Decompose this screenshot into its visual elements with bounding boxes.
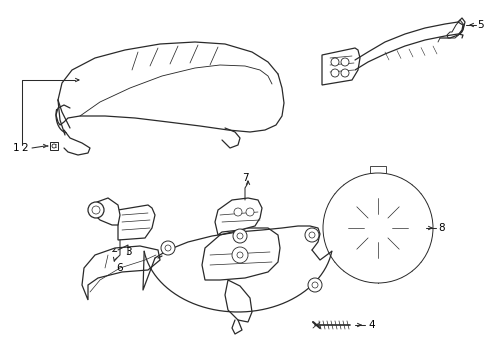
Circle shape [246,208,254,216]
Circle shape [165,245,171,251]
Polygon shape [50,142,58,150]
Text: 6: 6 [117,263,123,273]
Circle shape [237,252,243,258]
Text: 2: 2 [22,143,28,153]
Circle shape [88,202,104,218]
Polygon shape [225,280,252,322]
Polygon shape [322,48,360,85]
Circle shape [308,278,322,292]
Polygon shape [118,205,155,240]
Text: 3: 3 [124,247,131,257]
Circle shape [305,228,319,242]
Circle shape [234,208,242,216]
Circle shape [341,69,349,77]
Circle shape [92,206,100,214]
Text: 5: 5 [477,20,483,30]
Circle shape [331,58,339,66]
Polygon shape [330,180,426,276]
Circle shape [341,58,349,66]
Polygon shape [447,20,464,38]
Text: 8: 8 [439,223,445,233]
Circle shape [52,144,56,148]
Polygon shape [82,246,160,300]
Circle shape [232,247,248,263]
Circle shape [331,69,339,77]
Circle shape [237,233,243,239]
Circle shape [309,232,315,238]
Circle shape [372,222,384,234]
Circle shape [233,229,247,243]
Text: 4: 4 [368,320,375,330]
Circle shape [161,241,175,255]
Polygon shape [202,228,280,280]
Text: 1: 1 [13,143,19,153]
Circle shape [364,214,392,242]
Circle shape [348,198,408,258]
Circle shape [312,282,318,288]
Polygon shape [215,198,262,235]
Polygon shape [93,198,120,225]
Polygon shape [370,166,386,173]
Text: 7: 7 [242,173,248,183]
Circle shape [323,173,433,283]
